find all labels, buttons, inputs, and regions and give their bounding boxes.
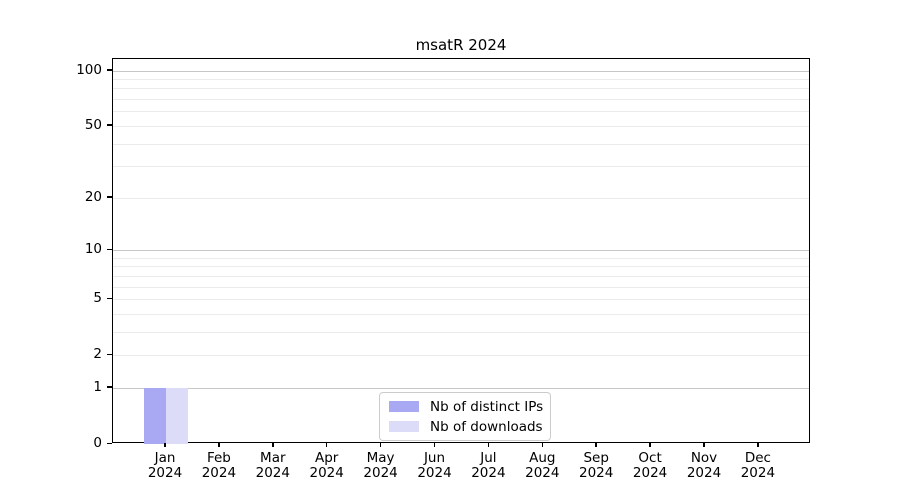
x-tick <box>757 443 759 447</box>
gridline-minor <box>113 99 809 101</box>
y-tick-label: 50 <box>84 116 102 133</box>
x-tick-label: Oct 2024 <box>632 450 668 481</box>
x-tick <box>595 443 597 447</box>
gridline-major <box>113 387 809 389</box>
y-tick-label: 20 <box>84 188 102 205</box>
bar-distinct-ips-jan <box>144 387 166 444</box>
gridline-minor <box>113 166 809 168</box>
legend-row-distinct-ips: Nb of distinct IPs <box>389 398 544 415</box>
x-tick-label: Mar 2024 <box>255 450 290 481</box>
x-tick <box>218 443 220 447</box>
gridline-minor <box>113 79 809 81</box>
gridline-minor <box>113 143 809 145</box>
chart-title: msatR 2024 <box>415 36 507 54</box>
gridline-minor <box>113 88 809 90</box>
y-tick-label: 10 <box>84 241 102 257</box>
gridline-minor <box>113 286 809 288</box>
legend-label-distinct-ips: Nb of distinct IPs <box>430 398 544 415</box>
x-tick <box>703 443 705 447</box>
x-tick <box>379 443 382 447</box>
x-tick <box>325 443 328 447</box>
gridline-minor <box>113 257 809 259</box>
gridline-major <box>113 250 809 251</box>
x-tick-label: Aug 2024 <box>525 450 560 481</box>
gridline-minor <box>113 125 809 127</box>
y-tick <box>107 69 112 71</box>
legend-label-downloads: Nb of downloads <box>430 418 543 435</box>
y-tick <box>107 386 112 388</box>
y-tick <box>107 248 112 250</box>
x-tick <box>487 443 490 447</box>
gridline-minor <box>113 313 809 315</box>
legend-swatch-distinct-ips <box>389 401 419 412</box>
y-tick-label: 1 <box>93 378 102 395</box>
legend: Nb of distinct IPs Nb of downloads <box>379 392 551 441</box>
x-tick-label: May 2024 <box>363 450 398 481</box>
gridline-minor <box>113 111 809 113</box>
gridline-minor <box>113 355 809 357</box>
x-tick <box>164 443 166 447</box>
legend-swatch-downloads <box>389 421 419 432</box>
x-tick <box>272 443 274 447</box>
x-tick-label: Jun 2024 <box>417 450 452 481</box>
y-tick <box>107 297 112 300</box>
gridline-major <box>113 70 809 72</box>
x-tick-label: Feb 2024 <box>201 450 237 481</box>
x-tick-label: Jan 2024 <box>147 450 183 481</box>
plot-area: Nb of distinct IPs Nb of downloads <box>112 58 810 444</box>
bar-downloads-jan <box>166 387 188 444</box>
x-tick-label: Jul 2024 <box>471 450 506 481</box>
x-tick <box>433 443 436 447</box>
x-tick <box>649 443 651 447</box>
y-tick <box>107 196 112 198</box>
x-tick-label: Apr 2024 <box>309 450 344 481</box>
gridline-minor <box>113 266 809 268</box>
y-tick-label: 100 <box>76 61 102 78</box>
gridline-minor <box>113 275 809 277</box>
legend-row-downloads: Nb of downloads <box>389 418 543 435</box>
y-tick-label: 0 <box>93 435 102 451</box>
y-tick-label: 2 <box>93 346 102 363</box>
y-tick <box>107 124 112 126</box>
gridline-minor <box>113 331 809 333</box>
x-tick-label: Dec 2024 <box>740 450 776 481</box>
gridline-minor <box>113 299 809 301</box>
y-tick <box>107 442 112 444</box>
x-tick-label: Nov 2024 <box>686 450 722 481</box>
y-tick <box>107 353 112 356</box>
x-tick <box>541 443 544 447</box>
x-tick-label: Sep 2024 <box>579 450 614 481</box>
y-tick-label: 5 <box>93 290 102 307</box>
gridline-minor <box>113 197 809 199</box>
